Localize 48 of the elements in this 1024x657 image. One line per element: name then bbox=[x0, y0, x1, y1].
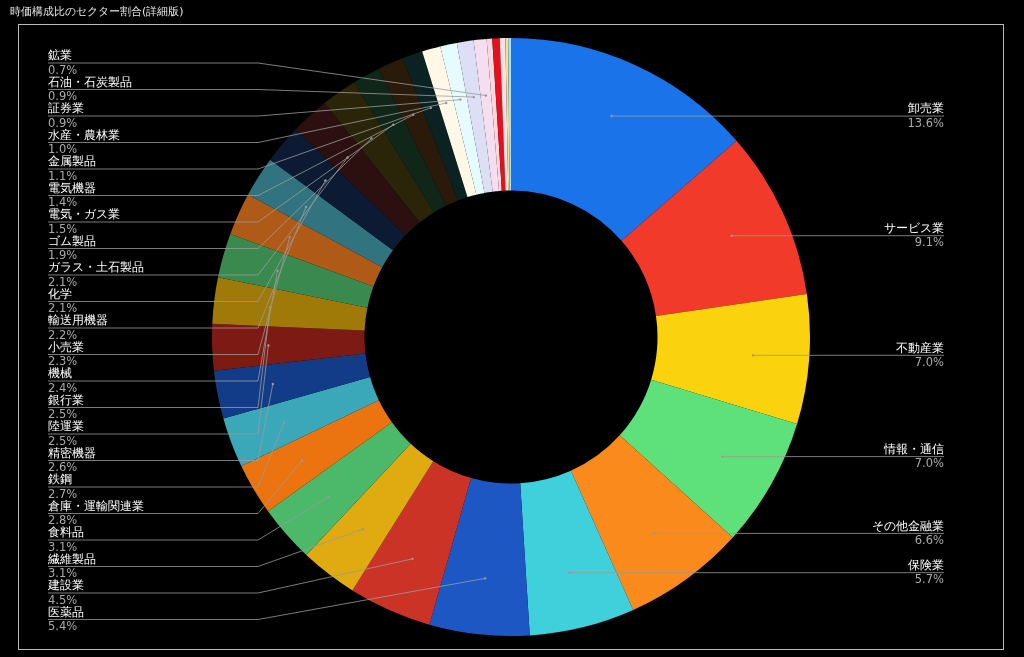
slice-label: 医薬品 bbox=[48, 604, 84, 619]
slice-label: 倉庫・運輸関連業 bbox=[48, 498, 144, 513]
slice-label: 機械 bbox=[48, 366, 72, 381]
data-label: 1.1% bbox=[48, 168, 78, 183]
chart-title: 時価構成比のセクター割合(詳細版) bbox=[10, 4, 184, 19]
slice-label: その他金融業 bbox=[872, 518, 944, 533]
data-label: 1.5% bbox=[48, 221, 78, 236]
slice-label: 輸送用機器 bbox=[48, 313, 108, 328]
slice-label: 不動産業 bbox=[896, 340, 944, 355]
data-label: 3.1% bbox=[48, 539, 78, 554]
data-label: 2.1% bbox=[48, 274, 78, 289]
slice-label: 銀行業 bbox=[48, 392, 84, 407]
slice-label: 鉱業 bbox=[48, 48, 72, 63]
data-label: 7.0% bbox=[914, 456, 945, 471]
slice-label: 陸運業 bbox=[48, 419, 84, 434]
data-label: 5.4% bbox=[48, 619, 78, 634]
slice-label: 建設業 bbox=[47, 578, 84, 593]
slice-label: 食料品 bbox=[48, 525, 84, 540]
slice-label: 保険業 bbox=[908, 557, 944, 572]
data-label: 2.7% bbox=[48, 486, 78, 501]
data-label: 2.5% bbox=[48, 433, 78, 448]
slice-label: 小売業 bbox=[48, 339, 84, 354]
slice-label: ガラス・土石製品 bbox=[48, 260, 144, 275]
slice-label: サービス業 bbox=[884, 220, 944, 235]
data-label: 6.6% bbox=[914, 533, 945, 548]
slice-label: ゴム製品 bbox=[48, 233, 96, 248]
slice-label: 化学 bbox=[48, 286, 72, 301]
data-label: 1.9% bbox=[48, 248, 78, 263]
slice-label: 精密機器 bbox=[48, 445, 96, 460]
slice-label: 鉄鋼 bbox=[48, 472, 72, 487]
data-label: 2.2% bbox=[48, 327, 78, 342]
slice-label: 石油・石炭製品 bbox=[48, 74, 132, 89]
slice-label: 電気・ガス業 bbox=[48, 207, 120, 222]
slice-label: 金属製品 bbox=[48, 154, 96, 169]
slice-label: 繊維製品 bbox=[47, 551, 96, 566]
data-label: 5.7% bbox=[914, 572, 945, 587]
data-label: 9.1% bbox=[914, 235, 945, 250]
slice-label: 卸売業 bbox=[908, 101, 944, 116]
data-label: 0.9% bbox=[48, 115, 78, 130]
slice-label: 証券業 bbox=[48, 101, 84, 116]
slice-label: 電気機器 bbox=[48, 180, 96, 195]
data-label: 4.5% bbox=[48, 592, 78, 607]
data-label: 13.6% bbox=[907, 115, 945, 130]
data-label: 2.4% bbox=[48, 380, 78, 395]
data-label: 0.7% bbox=[48, 62, 78, 77]
data-label: 7.0% bbox=[914, 355, 945, 370]
slice-label: 水産・農林業 bbox=[48, 127, 120, 142]
slice-label: 情報・通信 bbox=[883, 441, 944, 456]
